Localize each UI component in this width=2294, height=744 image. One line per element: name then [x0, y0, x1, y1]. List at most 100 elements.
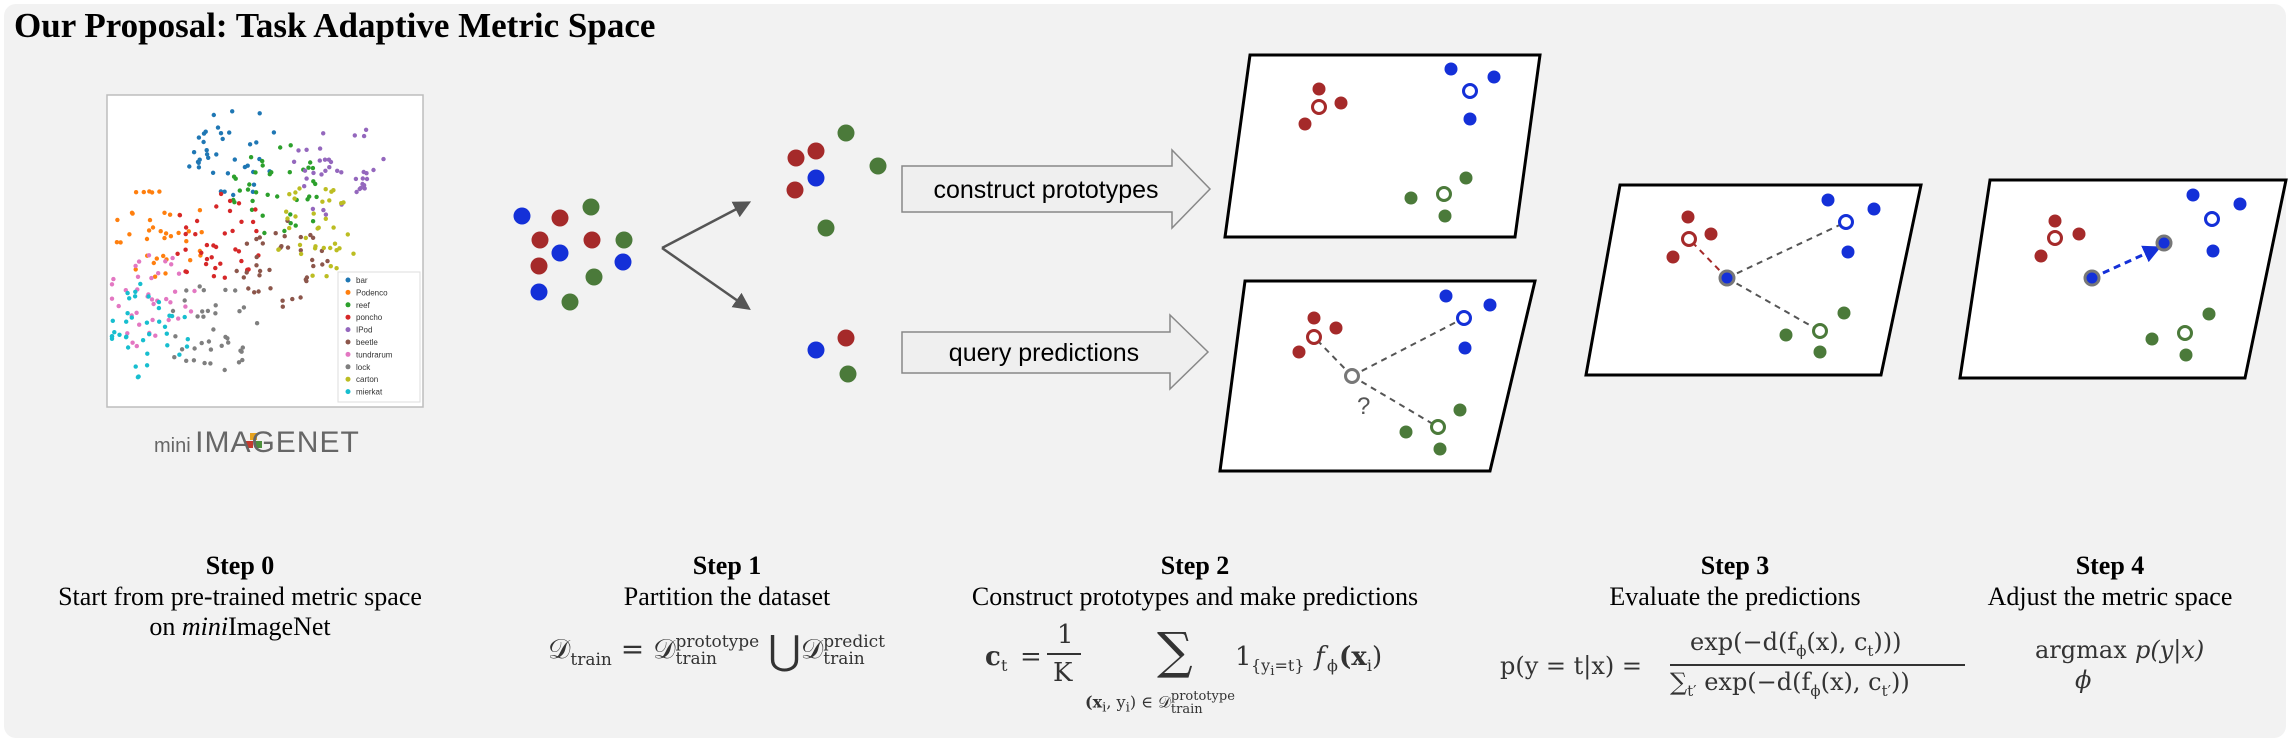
tsne-point — [317, 158, 322, 163]
tsne-point — [184, 288, 189, 293]
tsne-point — [290, 296, 295, 302]
step1-heading: Step 1 — [692, 551, 762, 580]
tsne-point — [184, 358, 189, 363]
tsne-point — [256, 289, 261, 294]
tsne-point — [371, 167, 376, 173]
f2-under-end: ) ∈ 𝒟 — [1129, 692, 1171, 712]
target-position — [2155, 234, 2173, 252]
tsne-point — [257, 111, 262, 116]
tsne-point — [184, 239, 189, 244]
tsne-point — [196, 135, 202, 140]
tsne-point — [169, 262, 174, 267]
tsne-point — [310, 206, 316, 212]
tsne-point — [191, 150, 197, 155]
tsne-point — [213, 303, 218, 308]
tsne-point — [167, 212, 173, 217]
tsne-point — [137, 322, 142, 327]
tsne-point — [211, 112, 216, 118]
tsne-point — [268, 286, 273, 291]
tsne-point — [250, 198, 255, 204]
f2-under-i: i — [1102, 700, 1107, 716]
tsne-point — [203, 261, 209, 267]
tsne-point — [362, 186, 367, 191]
tsne-point — [239, 258, 244, 264]
tsne-point — [323, 212, 329, 217]
tsne-point — [157, 189, 162, 194]
tsne-point — [302, 184, 307, 189]
tsne-point — [254, 228, 259, 234]
tsne-point — [222, 231, 227, 236]
tsne-point — [254, 236, 259, 242]
tsne-point — [183, 231, 188, 237]
tsne-point — [133, 267, 138, 272]
tsne-point — [149, 190, 155, 195]
tsne-point — [225, 171, 231, 176]
f3-num-mid: (x), c — [1806, 628, 1868, 656]
tsne-embedding-plot: bar Podenco reef poncho IPod beetle tundrarum l… — [106, 94, 424, 408]
tsne-point — [230, 228, 235, 234]
tsne-point — [237, 188, 242, 193]
tsne-point — [335, 168, 340, 173]
tsne-point — [208, 361, 213, 366]
tsne-point — [206, 155, 211, 160]
f1-eq: = — [620, 632, 645, 666]
tsne-point — [236, 249, 242, 254]
f4-argmax: argmax — [2035, 636, 2127, 664]
tsne-point — [241, 275, 246, 280]
f2-f-sub: ϕ — [1327, 656, 1338, 675]
tsne-point — [205, 308, 211, 314]
tsne-point — [118, 240, 123, 245]
tsne-point — [127, 232, 132, 237]
tsne-point — [257, 235, 262, 240]
tsne-point — [204, 242, 210, 248]
query-predictions-arrow: query predictions — [901, 313, 1210, 391]
f2-under-sup: prototype — [1170, 689, 1235, 704]
f3-num-end: ))) — [1873, 628, 1902, 656]
tsne-point — [260, 213, 265, 218]
tsne-point — [170, 308, 176, 314]
f2-arg-x: (x — [1339, 642, 1367, 672]
tsne-point — [310, 219, 316, 224]
tsne-point — [298, 234, 303, 240]
tsne-point — [223, 334, 228, 340]
tsne-point — [211, 274, 217, 279]
tsne-point — [287, 170, 292, 175]
f2-under-mid: , y — [1106, 692, 1126, 712]
tsne-point — [284, 209, 289, 214]
f3-den-sub: t′ — [1687, 681, 1697, 700]
tsne-point — [176, 230, 181, 236]
tsne-point — [164, 296, 169, 302]
tsne-point — [363, 127, 369, 132]
tsne-point — [276, 247, 281, 252]
tsne-point — [291, 159, 297, 164]
f2-ind-sub-a: {y — [1251, 656, 1271, 675]
step2-line1: Construct prototypes and make prediction… — [971, 582, 1419, 611]
tsne-point — [206, 339, 212, 344]
tsne-point — [327, 198, 332, 203]
tsne-point — [116, 303, 121, 309]
tsne-point — [227, 130, 232, 135]
tsne-point — [260, 163, 265, 168]
tsne-point — [278, 145, 283, 150]
tsne-legend-label: IPod — [356, 326, 372, 335]
tsne-point — [279, 244, 284, 249]
tsne-point — [146, 294, 151, 299]
tsne-point — [298, 295, 303, 300]
tsne-point — [184, 269, 189, 275]
tsne-point — [144, 320, 150, 325]
tsne-point — [241, 305, 247, 310]
tsne-point — [360, 176, 365, 181]
tsne-point — [109, 296, 115, 301]
tsne-point — [307, 194, 312, 199]
tsne-point — [328, 159, 334, 165]
tsne-point — [172, 355, 177, 360]
tsne-point — [332, 241, 338, 246]
tsne-point — [323, 187, 328, 192]
tsne-point — [236, 360, 242, 365]
step0-line2-italic: mini — [181, 612, 229, 641]
tsne-point — [247, 182, 252, 187]
tsne-point — [244, 270, 249, 275]
f2-ind: 1 — [1235, 642, 1252, 672]
question-mark: ? — [1357, 393, 1370, 420]
